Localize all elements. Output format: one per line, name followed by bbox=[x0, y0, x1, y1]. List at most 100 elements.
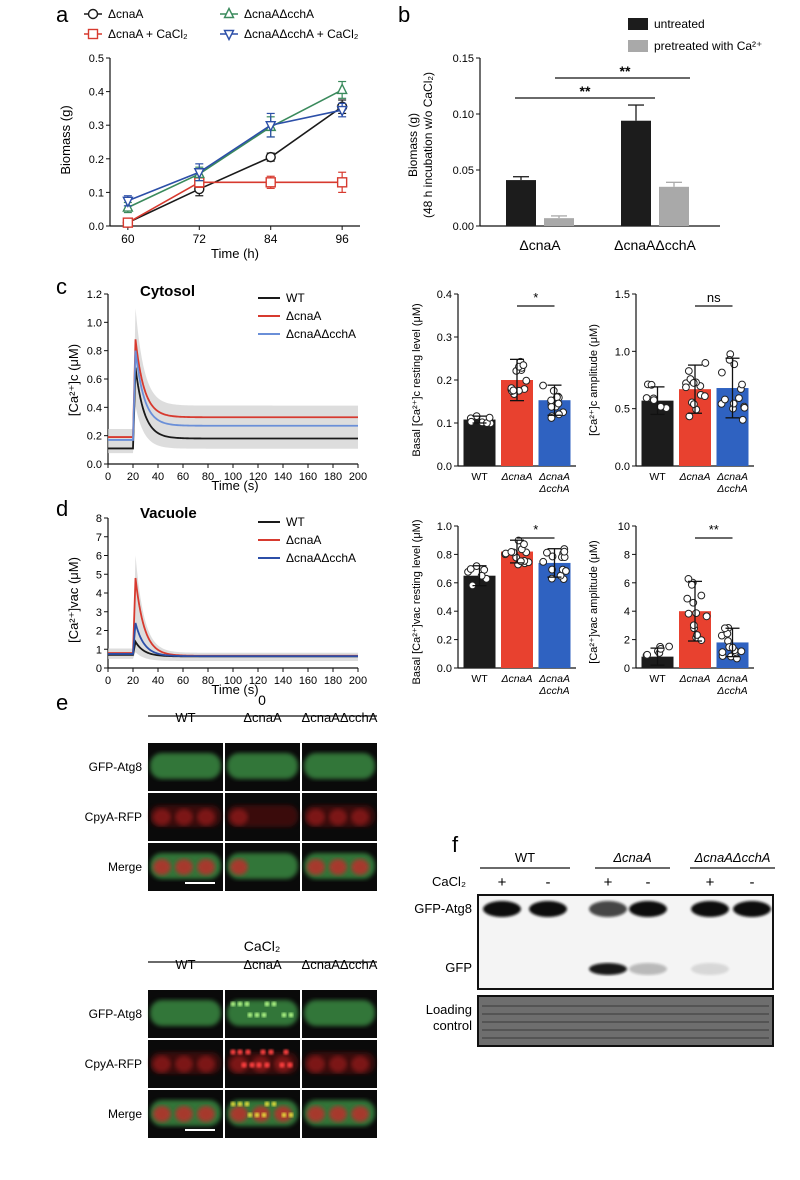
c_trace-ytick-label: 0.2 bbox=[87, 431, 102, 443]
a-point bbox=[122, 217, 134, 228]
a-series-line-1 bbox=[127, 181, 343, 224]
c_amp-dot bbox=[685, 412, 694, 421]
micro-hypha-red bbox=[227, 805, 298, 827]
d_trace-xtick-label: 160 bbox=[299, 675, 317, 687]
c_basal-dot bbox=[522, 376, 531, 385]
micro-red-puncta bbox=[264, 1062, 270, 1068]
panel-e-row-label: GFP-Atg8 bbox=[89, 760, 143, 774]
c_trace-legend-label: ΔcnaAΔcchA bbox=[286, 327, 356, 341]
c_amp-dot bbox=[682, 383, 690, 392]
c_trace-xtick-label: 140 bbox=[274, 471, 292, 483]
legend-b-label: pretreated with Ca²⁺ bbox=[654, 39, 762, 53]
a-point bbox=[265, 177, 276, 188]
c_amp-dot bbox=[721, 395, 729, 404]
c_amp-ytick-label: 1.5 bbox=[615, 289, 630, 301]
micro-red-puncta bbox=[283, 1049, 289, 1055]
micro-hypha-green bbox=[227, 1000, 298, 1026]
blot-treatment-label: CaCl₂ bbox=[432, 874, 466, 889]
chart-d-amp-ylabel: [Ca²⁺]vac amplitude (μM) bbox=[588, 540, 600, 663]
microscopy-grid: WT ΔcnaA ΔcnaAΔcchA WT ΔcnaA ΔcnaAΔcchA GFP-At… bbox=[85, 710, 378, 1138]
d_basal-bar bbox=[463, 575, 496, 668]
c_basal-category-label: ΔcnaA bbox=[538, 471, 570, 483]
d_trace-legend-label: WT bbox=[286, 515, 305, 529]
a-point bbox=[193, 168, 205, 180]
c_trace-xtick-label: 100 bbox=[224, 471, 242, 483]
panel-e-column-label: WT bbox=[175, 710, 195, 725]
blot-band-gfp-atg8 bbox=[529, 901, 567, 917]
blot-strain-label: WT bbox=[515, 850, 535, 865]
c_basal-dot bbox=[554, 399, 563, 408]
micro-puncta bbox=[261, 1112, 267, 1118]
b-ytick-label: 0.00 bbox=[453, 221, 474, 233]
micro-vacuole bbox=[307, 1106, 325, 1122]
d_amp-dot bbox=[656, 644, 665, 653]
legend-a: ΔcnaA ΔcnaA + CaCl₂ ΔcnaAΔcchA ΔcnaAΔcchA +… bbox=[84, 6, 359, 42]
a-point bbox=[336, 177, 348, 188]
d_trace-xtick-label: 100 bbox=[224, 675, 242, 687]
micro-hypha-green bbox=[304, 1000, 375, 1026]
blot-lane-sign: + bbox=[498, 874, 507, 891]
c_trace-xtick-label: 180 bbox=[324, 471, 342, 483]
c_trace-ytick-label: 0.0 bbox=[87, 459, 102, 471]
blot-strain-label: ΔcnaA bbox=[612, 850, 651, 865]
c_amp-sig-label: ns bbox=[707, 290, 721, 305]
chart-c-title: Cytosol bbox=[140, 283, 195, 300]
micro-puncta bbox=[264, 1001, 270, 1007]
c_amp-dot bbox=[701, 359, 710, 367]
d_trace-ytick-label: 4 bbox=[96, 588, 102, 600]
a-xtick-label: 96 bbox=[335, 232, 349, 246]
blot-band-label: GFP bbox=[445, 960, 472, 975]
c_basal-dot bbox=[539, 381, 547, 390]
blot-band-gfp-atg8 bbox=[691, 901, 729, 917]
d_amp-sig-label: ** bbox=[709, 522, 719, 537]
micro-hypha-green bbox=[304, 753, 375, 779]
a-xtick-label: 72 bbox=[193, 232, 207, 246]
panel-e-row-label: CpyA-RFP bbox=[85, 810, 142, 824]
chart-b: Biomass (g) (48 h incubation w/o CaCl₂) … bbox=[406, 17, 762, 253]
c_amp-dot bbox=[684, 367, 693, 375]
panel-label-f: f bbox=[452, 832, 459, 857]
micro-puncta bbox=[230, 1001, 236, 1007]
panel-e-row-label: CpyA-RFP bbox=[85, 1057, 142, 1071]
c_basal-category-label: ΔcnaA bbox=[501, 471, 533, 483]
legend-a-marker bbox=[87, 8, 99, 20]
d_amp-dot bbox=[692, 609, 701, 617]
d_basal-category-label: ΔcnaA bbox=[538, 673, 570, 685]
micro-vacuole bbox=[351, 1106, 369, 1122]
d_trace-xtick-label: 200 bbox=[349, 675, 367, 687]
a-series-line-2 bbox=[127, 89, 343, 209]
blot-band-label: GFP-Atg8 bbox=[414, 901, 472, 916]
d_basal-dot bbox=[560, 547, 569, 556]
c_amp-dot bbox=[700, 392, 709, 401]
blot-lane-sign: + bbox=[604, 874, 613, 891]
c_trace-xtick-label: 40 bbox=[152, 471, 164, 483]
panel-e-column-label: WT bbox=[175, 957, 195, 972]
legend-a-marker bbox=[223, 29, 235, 42]
b-ytick-label: 0.15 bbox=[453, 53, 474, 65]
d_amp-ytick-label: 2 bbox=[624, 635, 630, 647]
chart-c-basal: Basal [Ca²⁺]c resting level (μM) 0.0 0.1 0… bbox=[411, 289, 576, 495]
c_basal-ytick-label: 0.3 bbox=[437, 332, 452, 344]
d_amp-ytick-label: 8 bbox=[624, 549, 630, 561]
c_basal-dot bbox=[519, 361, 528, 370]
c_amp-dot bbox=[717, 368, 726, 377]
b-category-label: ΔcnaAΔcchA bbox=[614, 237, 696, 253]
panel-e-column-label: ΔcnaA bbox=[243, 957, 282, 972]
micro-puncta bbox=[247, 1112, 253, 1118]
d_amp-dot bbox=[684, 574, 693, 583]
legend-a-marker bbox=[223, 6, 235, 19]
panel-label-d: d bbox=[56, 496, 68, 521]
blot-lane-sign: - bbox=[646, 874, 651, 891]
c_trace-series-1 bbox=[108, 339, 358, 438]
d_trace-xtick-label: 0 bbox=[105, 675, 111, 687]
d_trace-ytick-label: 2 bbox=[96, 626, 102, 638]
c_trace-xtick-label: 20 bbox=[127, 471, 139, 483]
d_amp-ytick-label: 4 bbox=[624, 606, 630, 618]
d_amp-dot bbox=[643, 650, 652, 659]
chart-c-xlabel: Time (s) bbox=[211, 478, 258, 493]
micro-vacuole bbox=[153, 1106, 171, 1122]
micro-puncta bbox=[288, 1112, 294, 1118]
d_trace-xtick-label: 80 bbox=[202, 675, 214, 687]
panel-e-column-label: ΔcnaAΔcchA bbox=[302, 710, 378, 725]
c_basal-ytick-label: 0.1 bbox=[437, 418, 452, 430]
